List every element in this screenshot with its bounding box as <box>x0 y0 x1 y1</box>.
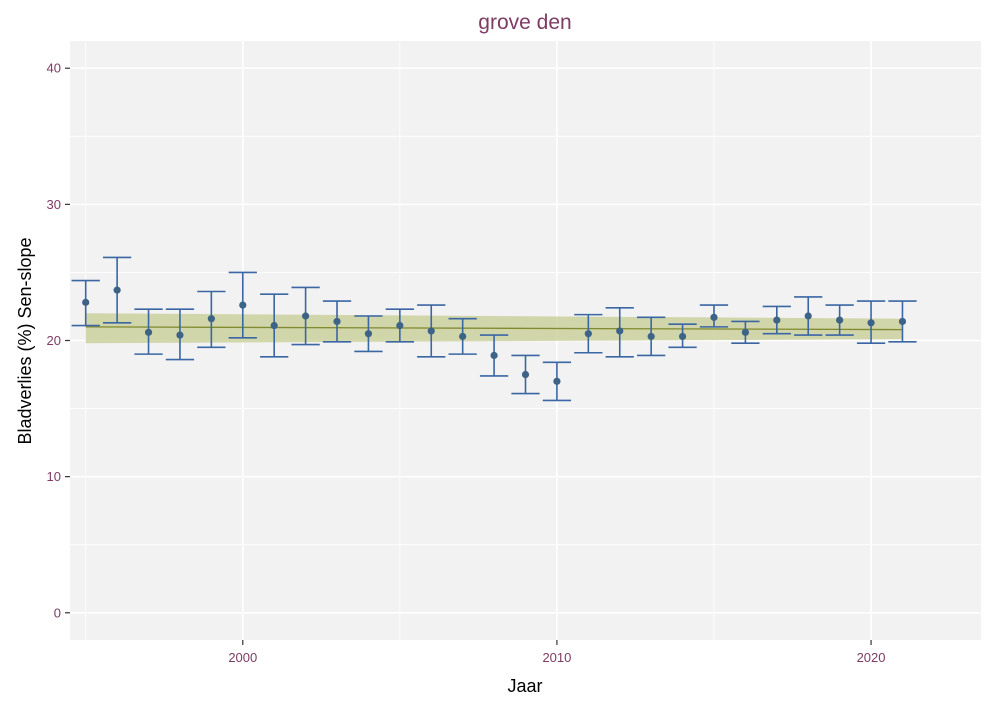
data-point <box>364 330 373 338</box>
data-point <box>553 377 561 385</box>
data-point <box>521 370 530 379</box>
data-point <box>898 317 907 326</box>
trend-group <box>85 313 903 344</box>
y-tick-label: 0 <box>54 605 61 620</box>
y-tick-label: 40 <box>47 61 61 76</box>
x-tick-label: 2000 <box>228 650 257 665</box>
data-point <box>144 328 153 336</box>
data-point <box>207 315 215 323</box>
data-point <box>678 332 687 341</box>
data-point <box>490 351 498 360</box>
y-axis: 0 10 20 30 40 <box>47 61 70 620</box>
trend-line <box>85 326 903 331</box>
data-point <box>82 298 90 306</box>
data-point <box>270 321 278 330</box>
data-point <box>647 332 655 341</box>
data-point <box>710 313 718 321</box>
data-point <box>867 319 875 327</box>
y-axis-title: Bladverlies (%) Sen-slope <box>15 237 35 444</box>
data-point <box>396 321 404 330</box>
data-point <box>584 330 592 338</box>
x-tick-label: 2020 <box>857 650 886 665</box>
points <box>82 286 907 385</box>
data-point <box>836 316 844 324</box>
y-tick-label: 30 <box>47 197 61 212</box>
data-point <box>427 327 435 335</box>
x-axis-title: Jaar <box>507 676 542 696</box>
y-tick-label: 10 <box>47 469 61 484</box>
chart-title: grove den <box>478 11 571 34</box>
y-tick-label: 20 <box>47 333 61 348</box>
data-point <box>333 317 341 326</box>
data-point <box>302 312 310 320</box>
data-point <box>113 286 121 294</box>
data-point <box>616 327 624 335</box>
data-point <box>239 301 247 309</box>
x-axis: 2000 2010 2020 <box>228 640 886 665</box>
data-point <box>741 328 749 336</box>
x-tick-label: 2010 <box>542 650 571 665</box>
data-point <box>773 316 781 324</box>
data-point <box>804 312 812 320</box>
data-point <box>176 331 184 339</box>
data-point <box>459 332 467 341</box>
